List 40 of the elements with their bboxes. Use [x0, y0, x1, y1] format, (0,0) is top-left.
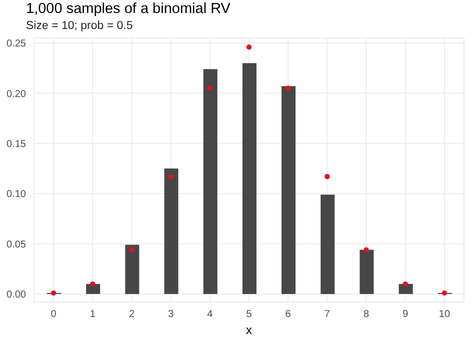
bar — [360, 250, 374, 294]
y-tick-label: 0.25 — [6, 38, 26, 50]
y-tick-label: 0.00 — [6, 290, 26, 301]
point — [90, 281, 96, 287]
point — [442, 290, 448, 296]
x-tick-label: 10 — [438, 309, 450, 320]
point — [324, 174, 330, 180]
y-tick-label: 0.10 — [6, 189, 26, 200]
x-tick-label: 2 — [128, 309, 135, 320]
chart-subtitle: Size = 10; prob = 0.5 — [26, 20, 133, 32]
point — [207, 86, 213, 91]
bar — [320, 194, 335, 294]
y-tick-label: 0.20 — [6, 88, 26, 100]
chart-title: 1,000 samples of a binomial RV — [26, 1, 230, 17]
bar — [86, 284, 100, 294]
point — [285, 86, 291, 91]
x-tick-label: 9 — [402, 309, 409, 320]
bar — [125, 244, 140, 294]
x-tick-label: 5 — [246, 309, 252, 320]
bar — [242, 63, 256, 294]
x-tick-label: 7 — [324, 309, 330, 320]
point — [168, 174, 174, 180]
point — [50, 290, 56, 296]
y-tick-label: 0.05 — [6, 239, 26, 250]
bar — [282, 86, 296, 294]
x-tick-label: 8 — [363, 309, 370, 320]
x-axis-title: x — [246, 323, 252, 337]
bar — [398, 284, 413, 294]
point — [364, 247, 369, 252]
x-tick-label: 6 — [285, 309, 292, 320]
point — [246, 44, 252, 50]
point — [402, 281, 408, 287]
x-tick-label: 3 — [168, 309, 174, 320]
point — [129, 247, 134, 252]
bar — [203, 69, 218, 294]
bar — [164, 168, 178, 294]
x-tick-label: 1 — [90, 309, 96, 320]
y-tick-label: 0.15 — [6, 138, 26, 150]
x-tick-label: 4 — [207, 309, 214, 320]
x-tick-label: 0 — [50, 309, 57, 320]
